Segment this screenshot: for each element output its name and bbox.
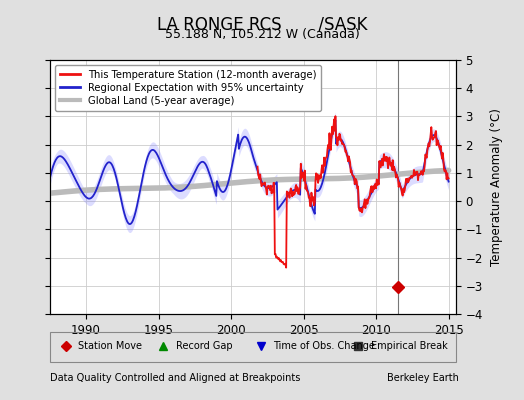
Text: Empirical Break: Empirical Break xyxy=(370,341,447,351)
Text: 55.188 N, 105.212 W (Canada): 55.188 N, 105.212 W (Canada) xyxy=(165,28,359,41)
Text: Station Move: Station Move xyxy=(78,341,142,351)
Y-axis label: Temperature Anomaly (°C): Temperature Anomaly (°C) xyxy=(490,108,503,266)
Text: Berkeley Earth: Berkeley Earth xyxy=(387,373,458,383)
Text: LA RONGE RCS       /SASK: LA RONGE RCS /SASK xyxy=(157,15,367,33)
Text: Record Gap: Record Gap xyxy=(176,341,232,351)
Text: Data Quality Controlled and Aligned at Breakpoints: Data Quality Controlled and Aligned at B… xyxy=(50,373,300,383)
Legend: This Temperature Station (12-month average), Regional Expectation with 95% uncer: This Temperature Station (12-month avera… xyxy=(55,65,321,111)
Text: Time of Obs. Change: Time of Obs. Change xyxy=(273,341,375,351)
